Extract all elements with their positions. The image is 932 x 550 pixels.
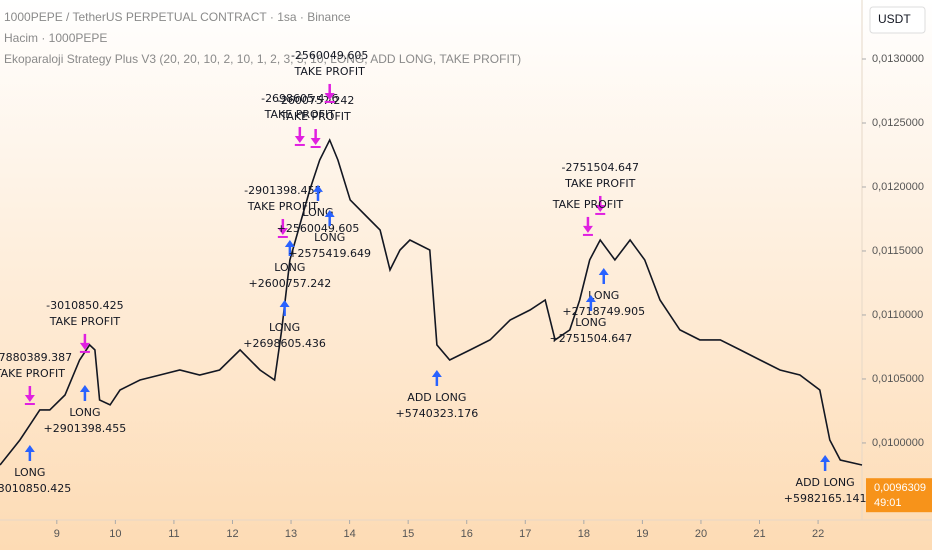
currency-label[interactable]: USDT [878, 12, 911, 26]
x-tick-label: 16 [461, 528, 473, 540]
x-tick-label: 9 [54, 528, 60, 540]
signal-arrow-head [79, 384, 90, 392]
price-line [0, 138, 863, 466]
signal-label: TAKE PROFIT [247, 200, 319, 213]
signal-label: +2560049.605 [277, 222, 360, 235]
signal-label: LONG [314, 231, 345, 244]
signal-label: -3010850.425 [46, 299, 123, 312]
signal-label: TAKE PROFIT [264, 108, 336, 121]
signal-label: TAKE PROFIT [564, 177, 636, 190]
countdown: 49:01 [874, 497, 902, 509]
signal-label: +2600757.242 [249, 277, 332, 290]
signal-label: +5740323.176 [396, 407, 479, 420]
signal-arrow-head [24, 394, 35, 402]
last-price-label: 0,0096309 [874, 482, 926, 494]
signal-arrow-head [24, 445, 35, 453]
chart-title: 1000PEPE / TetherUS PERPETUAL CONTRACT ·… [4, 10, 351, 24]
signal-label: +2575419.649 [288, 247, 371, 260]
x-tick-label: 22 [812, 528, 824, 540]
signal-label: +3010850.425 [0, 482, 71, 495]
y-tick-label: 0,0130000 [872, 53, 924, 65]
signal-arrow-head [79, 342, 90, 350]
signal-arrow-head [324, 210, 335, 218]
last-price-box [866, 478, 932, 513]
y-tick-label: 0,0115000 [872, 245, 923, 257]
x-tick-label: 10 [109, 528, 121, 540]
signal-arrow-head [294, 135, 305, 143]
x-tick-label: 11 [168, 528, 179, 540]
signal-label: -2698605.436 [261, 92, 338, 105]
signal-label: -2560049.605 [291, 49, 368, 62]
x-tick-label: 18 [578, 528, 590, 540]
signal-label: +5982165.141 [784, 492, 867, 505]
x-tick-label: 17 [519, 528, 531, 540]
signal-arrow-head [312, 184, 323, 192]
x-tick-label: 13 [285, 528, 297, 540]
signal-label: TAKE PROFIT [279, 110, 351, 123]
signal-arrow-head [279, 299, 290, 307]
signal-arrow-head [310, 138, 321, 146]
signal-label: TAKE PROFIT [0, 367, 65, 380]
signal-arrow-head [595, 204, 606, 212]
signal-label: LONG [14, 466, 45, 479]
signal-label: +2698605.436 [243, 337, 326, 350]
signal-label: -2600757.242 [277, 94, 354, 107]
volume-label: Hacim · 1000PEPE [4, 31, 107, 45]
signal-arrow-head [585, 295, 596, 303]
x-tick-label: 12 [226, 528, 238, 540]
x-tick-label: 20 [695, 528, 707, 540]
signal-label: +2751504.647 [550, 332, 633, 345]
signal-label: LONG [69, 406, 100, 419]
signal-arrow-head [277, 227, 288, 235]
signal-label: +2901398.455 [44, 422, 127, 435]
signal-label: -2751504.647 [562, 161, 639, 174]
y-tick-label: 0,0110000 [872, 309, 923, 321]
signal-arrow-head [324, 92, 335, 100]
signal-label: TAKE PROFIT [294, 65, 366, 78]
signal-arrow-head [431, 370, 442, 378]
x-tick-label: 19 [636, 528, 648, 540]
signal-label: -2901398.455 [244, 184, 321, 197]
signal-arrow-head [284, 239, 295, 247]
signal-label: LONG [575, 316, 606, 329]
signal-arrow-head [598, 267, 609, 275]
signal-arrow-head [582, 225, 593, 233]
y-tick-label: 0,0125000 [872, 117, 924, 129]
y-tick-label: 0,0100000 [872, 437, 924, 449]
signal-label: LONG [588, 289, 619, 302]
indicator-label: Ekoparaloji Strategy Plus V3 (20, 20, 10… [4, 52, 521, 66]
signal-label: +2718749.905 [562, 305, 645, 318]
x-tick-label: 15 [402, 528, 414, 540]
signal-label: LONG [274, 261, 305, 274]
signal-arrow-head [820, 454, 831, 462]
x-tick-label: 21 [753, 528, 765, 540]
currency-button[interactable] [869, 6, 926, 34]
signal-label: ADD LONG [407, 391, 466, 404]
signal-label: ADD LONG [796, 476, 855, 489]
y-tick-label: 0,0105000 [872, 373, 924, 385]
signal-label: -17880389.387 [0, 351, 72, 364]
y-tick-label: 0,0120000 [872, 181, 924, 193]
signal-label: TAKE PROFIT [552, 198, 624, 211]
x-tick-label: 14 [343, 528, 355, 540]
signal-label: LONG [269, 321, 300, 334]
signal-label: TAKE PROFIT [49, 315, 121, 328]
